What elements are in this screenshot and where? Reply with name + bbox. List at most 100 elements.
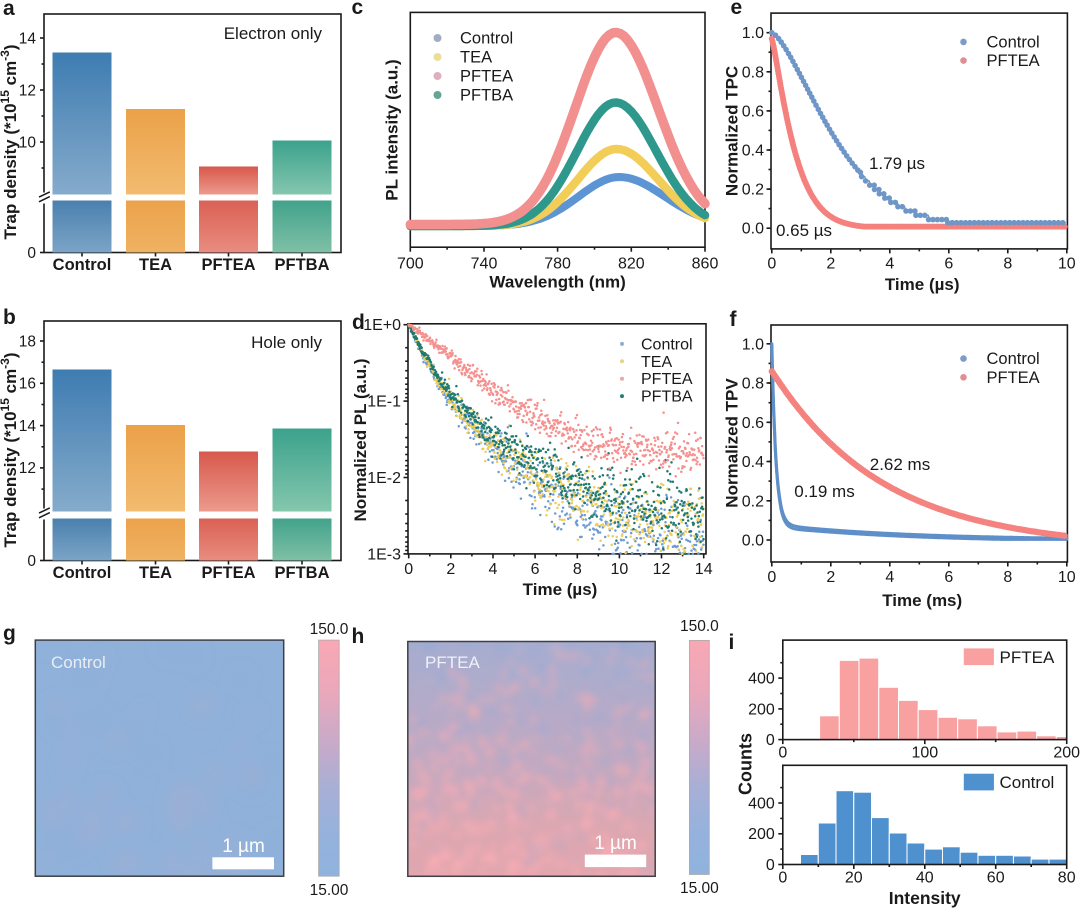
svg-text:200: 200 bbox=[748, 701, 775, 718]
svg-text:1.0: 1.0 bbox=[742, 336, 764, 353]
svg-text:0.2: 0.2 bbox=[742, 493, 764, 510]
svg-text:PFTEA: PFTEA bbox=[201, 256, 255, 274]
svg-text:0.6: 0.6 bbox=[742, 103, 764, 120]
svg-text:16: 16 bbox=[19, 376, 36, 393]
svg-text:Hole only: Hole only bbox=[251, 333, 322, 352]
svg-text:Control: Control bbox=[987, 33, 1040, 51]
svg-text:200: 200 bbox=[1053, 745, 1080, 762]
svg-text:8: 8 bbox=[573, 561, 582, 578]
svg-text:8: 8 bbox=[1003, 256, 1012, 273]
svg-text:Control: Control bbox=[51, 653, 106, 672]
svg-text:0: 0 bbox=[404, 561, 413, 578]
svg-text:400: 400 bbox=[748, 671, 775, 688]
svg-text:i: i bbox=[729, 631, 735, 654]
svg-text:b: b bbox=[3, 306, 16, 329]
svg-text:Counts: Counts bbox=[736, 733, 756, 795]
svg-text:PFTEA: PFTEA bbox=[460, 68, 513, 86]
svg-text:d: d bbox=[352, 311, 365, 334]
svg-text:PFTEA: PFTEA bbox=[987, 52, 1040, 70]
svg-text:Electron only: Electron only bbox=[224, 24, 323, 43]
svg-text:6: 6 bbox=[944, 569, 953, 586]
svg-text:Trap density (*1015 cm-3): Trap density (*1015 cm-3) bbox=[0, 44, 20, 239]
svg-text:150.0: 150.0 bbox=[680, 618, 719, 635]
svg-text:Time (µs): Time (µs) bbox=[523, 580, 598, 599]
svg-text:Intensity: Intensity bbox=[889, 888, 961, 908]
svg-text:700: 700 bbox=[397, 256, 424, 273]
svg-text:g: g bbox=[3, 622, 16, 645]
svg-text:PFTEA: PFTEA bbox=[201, 564, 255, 582]
svg-text:2.62 ms: 2.62 ms bbox=[870, 455, 930, 474]
svg-text:Time (ms): Time (ms) bbox=[882, 591, 962, 610]
svg-text:TEA: TEA bbox=[641, 354, 672, 371]
svg-text:4: 4 bbox=[489, 561, 498, 578]
svg-text:200: 200 bbox=[748, 826, 775, 843]
svg-text:1E-3: 1E-3 bbox=[367, 546, 401, 563]
svg-text:Control: Control bbox=[53, 564, 112, 582]
svg-text:10: 10 bbox=[1058, 569, 1076, 586]
svg-text:Trap density (*1015 cm-3): Trap density (*1015 cm-3) bbox=[0, 352, 20, 547]
svg-text:Wavelength (nm): Wavelength (nm) bbox=[489, 273, 625, 292]
svg-text:0: 0 bbox=[778, 745, 787, 762]
svg-text:2: 2 bbox=[826, 569, 835, 586]
svg-text:PL intensity (a.u.): PL intensity (a.u.) bbox=[383, 59, 402, 200]
svg-text:780: 780 bbox=[544, 256, 571, 273]
svg-text:4: 4 bbox=[885, 569, 894, 586]
svg-text:0: 0 bbox=[778, 869, 787, 886]
svg-text:0: 0 bbox=[767, 569, 776, 586]
svg-text:0.65 µs: 0.65 µs bbox=[776, 221, 832, 240]
svg-text:Normalized TPV: Normalized TPV bbox=[723, 378, 742, 508]
svg-text:Control: Control bbox=[460, 30, 513, 48]
svg-text:60: 60 bbox=[987, 869, 1005, 886]
svg-text:Normalized PL (a.u.): Normalized PL (a.u.) bbox=[351, 358, 370, 521]
svg-text:1E-1: 1E-1 bbox=[367, 394, 401, 411]
svg-text:10: 10 bbox=[611, 561, 629, 578]
svg-text:PFTBA: PFTBA bbox=[275, 564, 330, 582]
svg-text:860: 860 bbox=[692, 256, 719, 273]
svg-text:1E-2: 1E-2 bbox=[367, 470, 401, 487]
svg-text:0.4: 0.4 bbox=[742, 143, 764, 160]
svg-text:a: a bbox=[3, 0, 15, 20]
svg-text:400: 400 bbox=[748, 796, 775, 813]
svg-text:4: 4 bbox=[885, 256, 894, 273]
svg-text:10: 10 bbox=[19, 134, 37, 151]
svg-text:14: 14 bbox=[695, 561, 713, 578]
svg-text:Control: Control bbox=[53, 256, 112, 274]
svg-text:0: 0 bbox=[27, 553, 36, 570]
svg-text:0.6: 0.6 bbox=[742, 415, 764, 432]
svg-text:10: 10 bbox=[1058, 256, 1076, 273]
svg-text:e: e bbox=[731, 0, 743, 19]
svg-text:PFTBA: PFTBA bbox=[641, 389, 693, 406]
svg-text:15.00: 15.00 bbox=[680, 880, 719, 897]
svg-text:40: 40 bbox=[916, 869, 934, 886]
svg-text:12: 12 bbox=[19, 82, 36, 99]
svg-text:0.8: 0.8 bbox=[742, 64, 764, 81]
svg-text:1 µm: 1 µm bbox=[222, 836, 265, 857]
svg-text:h: h bbox=[352, 625, 365, 648]
svg-text:150.0: 150.0 bbox=[310, 621, 349, 638]
svg-text:Control: Control bbox=[641, 336, 693, 353]
svg-text:740: 740 bbox=[471, 256, 498, 273]
svg-text:100: 100 bbox=[911, 745, 938, 762]
svg-text:Time (µs): Time (µs) bbox=[885, 275, 960, 294]
svg-text:TEA: TEA bbox=[460, 49, 492, 67]
svg-text:0.2: 0.2 bbox=[742, 182, 764, 199]
svg-text:1.0: 1.0 bbox=[742, 25, 764, 42]
svg-text:0.0: 0.0 bbox=[742, 533, 764, 550]
svg-text:0.4: 0.4 bbox=[742, 454, 764, 471]
svg-text:PFTBA: PFTBA bbox=[460, 87, 513, 105]
svg-text:0: 0 bbox=[27, 245, 36, 262]
svg-text:PFTEA: PFTEA bbox=[987, 369, 1040, 387]
svg-text:Normalized TPC: Normalized TPC bbox=[723, 66, 742, 196]
svg-text:820: 820 bbox=[618, 256, 645, 273]
svg-text:1E+0: 1E+0 bbox=[363, 317, 401, 334]
svg-text:2: 2 bbox=[826, 256, 835, 273]
svg-text:1 µm: 1 µm bbox=[594, 833, 637, 854]
svg-text:1.79 µs: 1.79 µs bbox=[869, 154, 925, 173]
svg-text:Control: Control bbox=[1000, 773, 1055, 792]
svg-text:f: f bbox=[730, 308, 738, 331]
svg-text:18: 18 bbox=[19, 333, 36, 350]
svg-text:0.0: 0.0 bbox=[742, 221, 764, 238]
svg-text:0: 0 bbox=[767, 256, 776, 273]
svg-text:PFTEA: PFTEA bbox=[425, 653, 480, 672]
svg-text:0.19 ms: 0.19 ms bbox=[794, 482, 854, 501]
